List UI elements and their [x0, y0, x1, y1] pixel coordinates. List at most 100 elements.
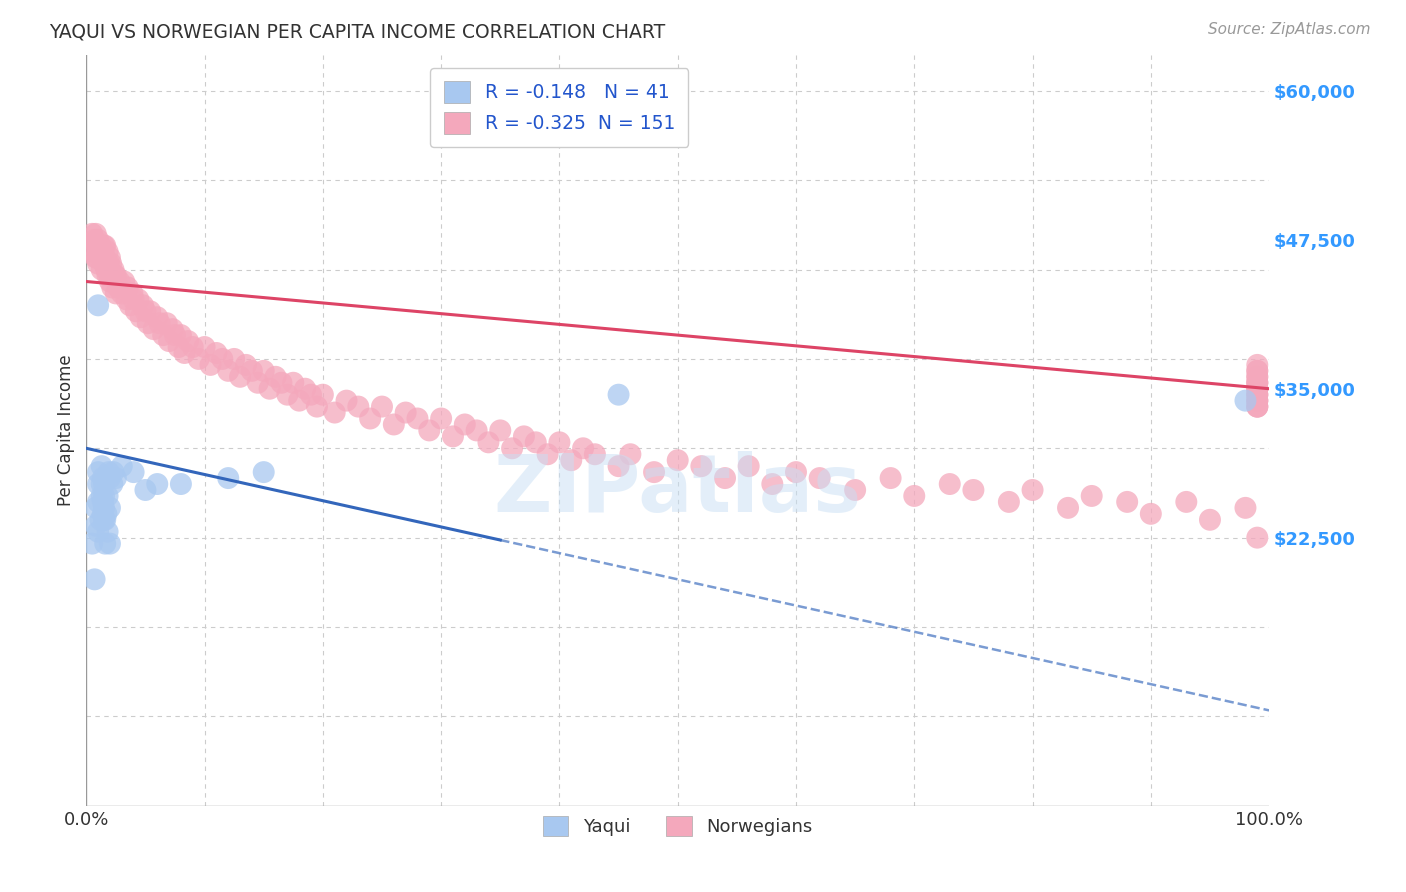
- Point: [90, 262, 112, 277]
- Point: [163, 328, 186, 343]
- Point: [82, 239, 104, 253]
- Point: [1234, 393, 1257, 408]
- Point: [1246, 400, 1268, 414]
- Point: [97, 524, 120, 539]
- Point: [93, 513, 115, 527]
- Point: [91, 507, 114, 521]
- Point: [524, 435, 547, 450]
- Point: [146, 310, 169, 325]
- Point: [91, 471, 114, 485]
- Point: [240, 364, 263, 378]
- Point: [1246, 393, 1268, 408]
- Point: [1246, 364, 1268, 378]
- Point: [84, 251, 107, 265]
- Point: [84, 227, 107, 241]
- Point: [82, 244, 104, 259]
- Point: [97, 268, 120, 283]
- Point: [86, 251, 108, 265]
- Point: [607, 459, 630, 474]
- Point: [583, 447, 606, 461]
- Point: [82, 227, 104, 241]
- Point: [170, 328, 193, 343]
- Point: [938, 477, 960, 491]
- Point: [94, 239, 117, 253]
- Point: [371, 400, 394, 414]
- Point: [90, 459, 112, 474]
- Point: [111, 286, 134, 301]
- Point: [1246, 387, 1268, 401]
- Point: [93, 489, 115, 503]
- Point: [127, 293, 149, 307]
- Point: [299, 387, 322, 401]
- Point: [115, 293, 138, 307]
- Point: [666, 453, 689, 467]
- Point: [844, 483, 866, 497]
- Point: [162, 322, 184, 336]
- Point: [1246, 400, 1268, 414]
- Point: [1140, 507, 1163, 521]
- Point: [200, 358, 222, 372]
- Point: [98, 500, 121, 515]
- Point: [177, 334, 200, 348]
- Point: [112, 275, 135, 289]
- Point: [619, 447, 641, 461]
- Point: [83, 233, 105, 247]
- Point: [87, 257, 110, 271]
- Point: [98, 536, 121, 550]
- Point: [536, 447, 558, 461]
- Point: [264, 369, 287, 384]
- Point: [1246, 382, 1268, 396]
- Point: [187, 351, 209, 366]
- Point: [97, 244, 120, 259]
- Point: [125, 304, 148, 318]
- Point: [98, 275, 121, 289]
- Point: [84, 518, 107, 533]
- Point: [181, 340, 204, 354]
- Point: [1246, 369, 1268, 384]
- Point: [1057, 500, 1080, 515]
- Point: [132, 298, 155, 312]
- Point: [83, 572, 105, 586]
- Point: [548, 435, 571, 450]
- Point: [323, 406, 346, 420]
- Point: [98, 471, 121, 485]
- Point: [89, 244, 111, 259]
- Point: [89, 239, 111, 253]
- Point: [513, 429, 536, 443]
- Point: [761, 477, 783, 491]
- Point: [96, 262, 118, 277]
- Point: [253, 364, 276, 378]
- Point: [382, 417, 405, 432]
- Point: [87, 495, 110, 509]
- Point: [335, 393, 357, 408]
- Point: [136, 316, 159, 330]
- Point: [90, 489, 112, 503]
- Point: [97, 465, 120, 479]
- Point: [1246, 358, 1268, 372]
- Point: [100, 257, 122, 271]
- Point: [97, 489, 120, 503]
- Point: [1021, 483, 1043, 497]
- Point: [224, 351, 246, 366]
- Point: [312, 387, 335, 401]
- Point: [288, 393, 311, 408]
- Point: [170, 477, 193, 491]
- Point: [129, 310, 152, 325]
- Point: [359, 411, 381, 425]
- Point: [97, 257, 120, 271]
- Point: [441, 429, 464, 443]
- Point: [211, 351, 233, 366]
- Point: [146, 477, 169, 491]
- Point: [89, 513, 111, 527]
- Point: [690, 459, 713, 474]
- Point: [173, 346, 195, 360]
- Point: [104, 268, 127, 283]
- Point: [1246, 400, 1268, 414]
- Point: [82, 536, 104, 550]
- Point: [1246, 387, 1268, 401]
- Point: [253, 465, 276, 479]
- Point: [134, 304, 156, 318]
- Point: [84, 500, 107, 515]
- Point: [87, 298, 110, 312]
- Point: [1246, 393, 1268, 408]
